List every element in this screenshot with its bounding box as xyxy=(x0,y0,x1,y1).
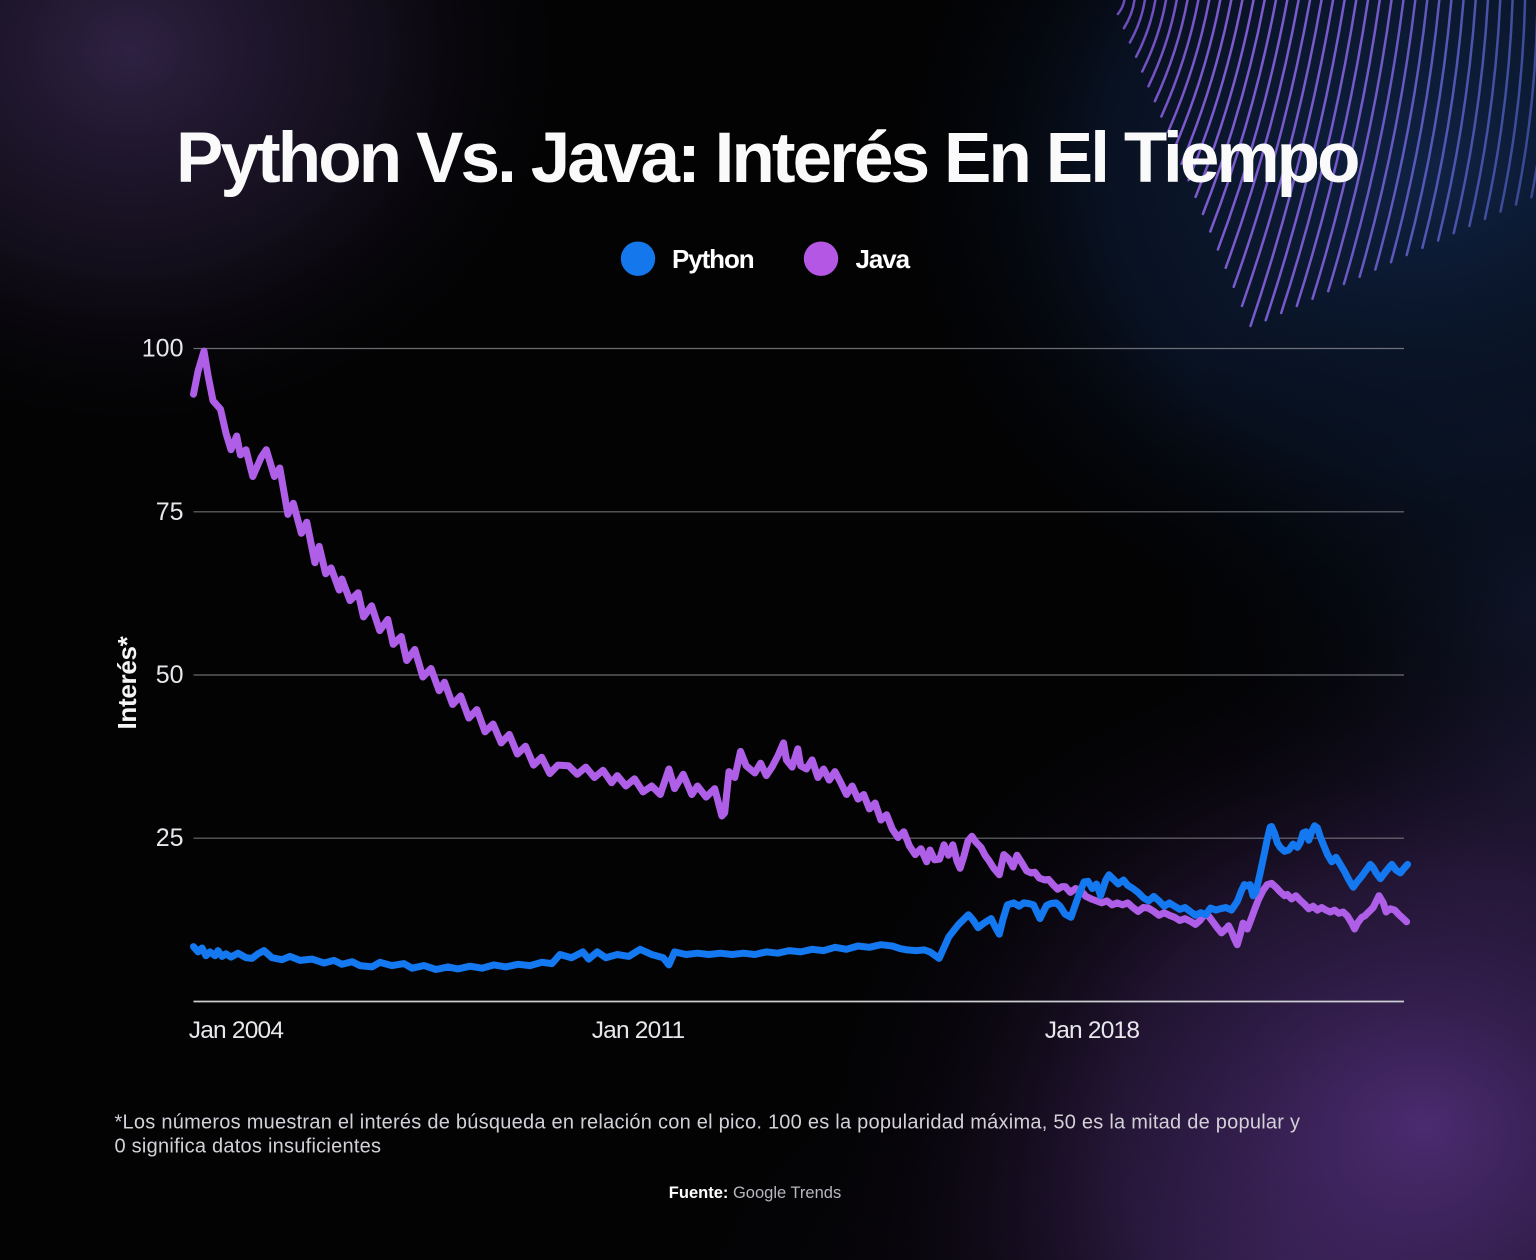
svg-text:75: 75 xyxy=(156,498,184,526)
svg-text:Jan 2011: Jan 2011 xyxy=(592,1017,685,1044)
svg-text:0 significa datos insuficiente: 0 significa datos insuficientes xyxy=(115,1136,382,1158)
svg-text:Jan 2004: Jan 2004 xyxy=(189,1017,284,1044)
svg-text:Fuente: Google Trends: Fuente: Google Trends xyxy=(669,1184,841,1202)
svg-text:25: 25 xyxy=(156,824,184,852)
svg-text:50: 50 xyxy=(156,661,184,689)
svg-text:Interés*: Interés* xyxy=(112,635,142,729)
svg-text:Python: Python xyxy=(672,244,754,274)
svg-text:Java: Java xyxy=(856,244,911,274)
svg-text:Python Vs. Java: Interés En El: Python Vs. Java: Interés En El Tiempo xyxy=(176,119,1358,198)
svg-text:*Los números muestran el inter: *Los números muestran el interés de búsq… xyxy=(115,1112,1301,1134)
svg-text:100: 100 xyxy=(142,335,184,363)
svg-text:Jan 2018: Jan 2018 xyxy=(1045,1017,1140,1044)
